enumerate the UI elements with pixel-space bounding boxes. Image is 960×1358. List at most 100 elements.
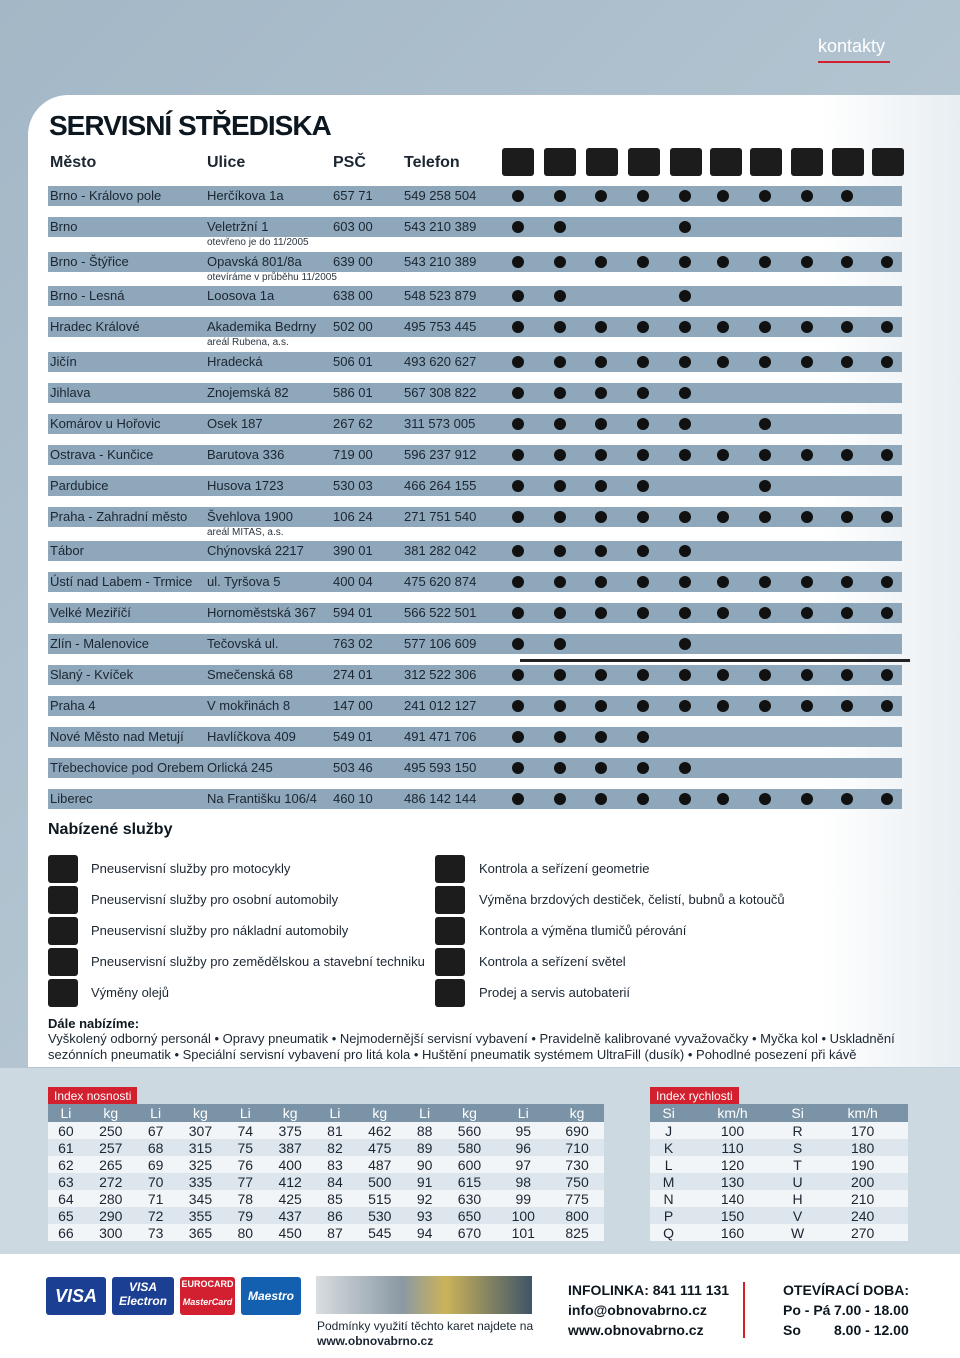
table-cell: 650 xyxy=(442,1207,497,1224)
service-dot xyxy=(801,793,813,805)
service-dot xyxy=(881,510,893,523)
table-cell: 92 xyxy=(406,1190,443,1207)
city: Nové Město nad Metují xyxy=(50,729,184,744)
table-row: Q 160 W 270 xyxy=(650,1224,908,1241)
note: otevřeno je do 11/2005 xyxy=(207,237,309,248)
service-dot xyxy=(801,448,813,461)
table-header: kg xyxy=(83,1104,138,1122)
city: Praha 4 xyxy=(50,698,96,713)
table-cell: 487 xyxy=(352,1156,407,1173)
legend-icon xyxy=(435,886,465,914)
service-dot xyxy=(881,255,893,268)
service-dot xyxy=(679,355,691,368)
service-dot xyxy=(717,576,729,588)
service-dot xyxy=(512,255,524,268)
city: Slaný - Kvíček xyxy=(50,667,134,682)
service-dot xyxy=(717,321,729,333)
psc: 460 10 xyxy=(333,791,373,806)
hours-time: 7.00 - 18.00 xyxy=(834,1302,909,1318)
service-dot xyxy=(512,700,524,712)
table-cell: 425 xyxy=(263,1190,318,1207)
street: Osek 187 xyxy=(207,415,263,431)
card-note: Podmínky využití těchto karet najdete na xyxy=(317,1319,534,1333)
psc: 506 01 xyxy=(333,353,373,369)
table-cell: 100 xyxy=(687,1122,778,1139)
table-header: Li xyxy=(137,1104,174,1122)
legend-text: Výměna brzdových destiček, čelistí, bubn… xyxy=(479,892,785,907)
service-dot xyxy=(637,448,649,461)
table-row: 63 272 70 335 77 412 84 500 91 615 98 750 xyxy=(48,1173,604,1190)
service-dot xyxy=(717,669,729,681)
service-dot xyxy=(759,355,771,368)
legend-text: Pneuservisní služby pro osobní automobil… xyxy=(91,892,339,907)
table-cell: 265 xyxy=(83,1156,138,1173)
load-index-table: Li kg Li kg Li kg Li kg Li kg Li kg 60 250 67 307 74 375 8… xyxy=(48,1104,604,1241)
table-cell: 160 xyxy=(687,1224,778,1241)
service-dot xyxy=(554,417,566,430)
service-dot xyxy=(637,255,649,268)
table-header: Li xyxy=(317,1104,353,1122)
street: Akademika Bedrny xyxy=(207,319,317,334)
table-cell: R xyxy=(777,1122,818,1139)
table-header: kg xyxy=(442,1104,497,1122)
city: Liberec xyxy=(50,791,93,806)
table-cell: 257 xyxy=(83,1139,138,1156)
service-dot xyxy=(595,479,607,492)
table-cell: 710 xyxy=(550,1139,604,1156)
service-dot xyxy=(717,448,729,461)
psc: 719 00 xyxy=(333,446,373,462)
service-dot xyxy=(512,638,524,650)
table-tab: Index nosnosti xyxy=(48,1087,138,1105)
service-dot xyxy=(637,510,649,523)
city: Jihlava xyxy=(50,384,91,400)
service-icon xyxy=(670,148,702,176)
service-dot xyxy=(841,190,853,202)
service-dot xyxy=(717,355,729,368)
hours-day: So xyxy=(783,1322,801,1338)
service-dot xyxy=(554,321,566,333)
city: Praha - Zahradní město xyxy=(50,508,188,524)
service-icon xyxy=(628,148,660,176)
service-dot xyxy=(512,417,524,430)
speed-index-table: Si km/h Si km/h J 100 R 170 K 110 S 180 L 120 T 190 M 130… xyxy=(650,1104,908,1241)
service-dot xyxy=(554,607,566,619)
city: Ostrava - Kunčice xyxy=(50,446,154,462)
service-dot xyxy=(759,576,771,588)
row-bar xyxy=(48,727,902,747)
table-cell: 170 xyxy=(817,1122,908,1139)
legend-icon xyxy=(435,917,465,945)
street: Havlíčkova 409 xyxy=(207,729,296,744)
phone: 495 753 445 xyxy=(404,319,477,334)
table-cell: 580 xyxy=(442,1139,497,1156)
psc: 390 01 xyxy=(333,543,373,558)
service-icon xyxy=(872,148,904,176)
table-cell: 98 xyxy=(496,1173,551,1190)
city: Tábor xyxy=(50,543,84,558)
service-dot xyxy=(759,321,771,333)
table-row: 64 280 71 345 78 425 85 515 92 630 99 775 xyxy=(48,1190,604,1207)
psc: 400 04 xyxy=(333,574,373,589)
table-cell: 690 xyxy=(550,1122,604,1139)
service-dot xyxy=(637,479,649,492)
table-cell: 437 xyxy=(263,1207,318,1224)
service-dot xyxy=(637,576,649,588)
service-dot xyxy=(679,255,691,268)
service-dot xyxy=(554,355,566,368)
service-dot xyxy=(512,793,524,805)
table-cell: 280 xyxy=(83,1190,138,1207)
service-dot xyxy=(554,386,566,399)
table-cell: 750 xyxy=(550,1173,604,1190)
table-row: 66 300 73 365 80 450 87 545 94 670 101 825 xyxy=(48,1224,604,1241)
service-dot xyxy=(881,448,893,461)
table-cell: 101 xyxy=(496,1224,551,1241)
service-dot xyxy=(679,190,691,202)
table-cell: Q xyxy=(650,1224,688,1241)
service-dot xyxy=(637,190,649,202)
card-logo: Maestro xyxy=(241,1277,301,1315)
city: Velké Meziříčí xyxy=(50,605,131,620)
service-dot xyxy=(679,638,691,650)
phone: 549 258 504 xyxy=(404,188,477,203)
service-dot xyxy=(595,793,607,805)
street: Herčíkova 1a xyxy=(207,188,284,203)
table-cell: 71 xyxy=(137,1190,174,1207)
